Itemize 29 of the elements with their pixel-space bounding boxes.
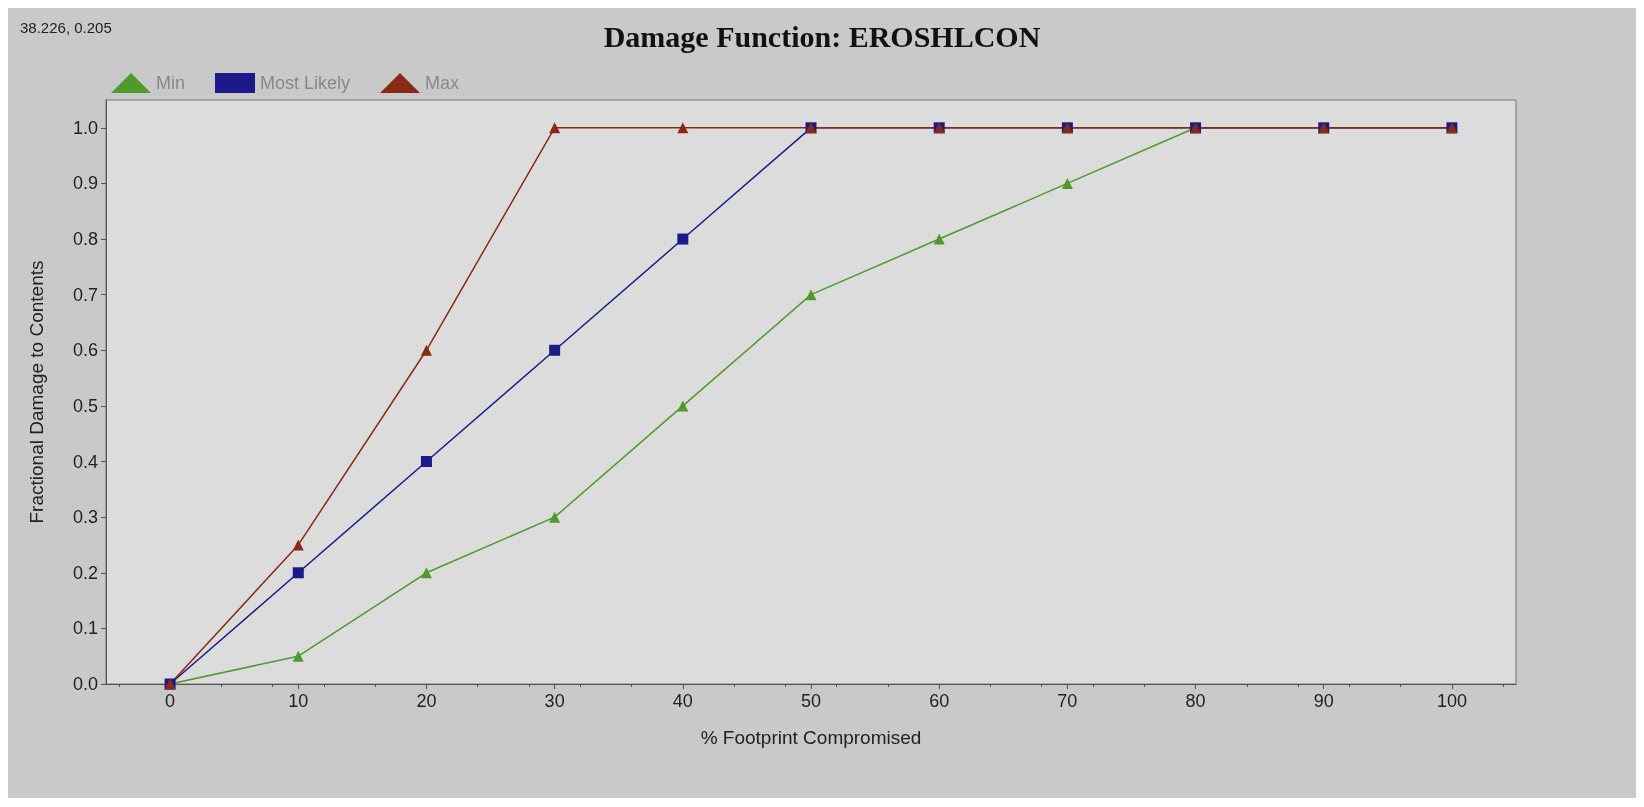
x-tick-label: 40: [672, 691, 693, 711]
y-tick-label: 1.0: [72, 117, 98, 138]
y-tick-label: 0.5: [72, 395, 98, 416]
x-tick-label: 50: [800, 691, 822, 711]
y-tick-label: 0.1: [72, 618, 98, 639]
x-tick-label: 30: [544, 691, 565, 711]
legend-label: Max: [425, 73, 460, 93]
x-tick-label: 20: [416, 691, 437, 711]
x-tick-label: 100: [1436, 691, 1467, 711]
legend-label: Most Likely: [260, 73, 351, 93]
x-tick-label: 80: [1185, 691, 1206, 711]
y-tick-label: 0.7: [72, 284, 98, 305]
y-tick-label: 0.9: [72, 173, 98, 194]
y-axis-title: Fractional Damage to Contents: [26, 260, 47, 524]
legend-label: Min: [156, 73, 186, 93]
chart-title: Damage Function: EROSHLCON: [603, 19, 1041, 53]
text: 38.226, 0.205: [20, 19, 112, 36]
y-tick-label: 0.0: [72, 674, 98, 694]
y-tick-label: 0.4: [72, 451, 98, 472]
x-tick-label: 60: [929, 691, 950, 711]
y-tick-label: 0.3: [72, 507, 98, 528]
y-tick-label: 0.8: [72, 229, 98, 250]
x-tick-label: 90: [1313, 691, 1334, 711]
x-tick-label: 70: [1057, 691, 1078, 711]
x-tick-label: 10: [288, 691, 309, 711]
x-axis-title: % Footprint Compromised: [700, 727, 922, 748]
x-tick-label: 0: [165, 691, 176, 711]
y-tick-label: 0.6: [72, 340, 98, 361]
y-tick-label: 0.2: [72, 562, 98, 583]
